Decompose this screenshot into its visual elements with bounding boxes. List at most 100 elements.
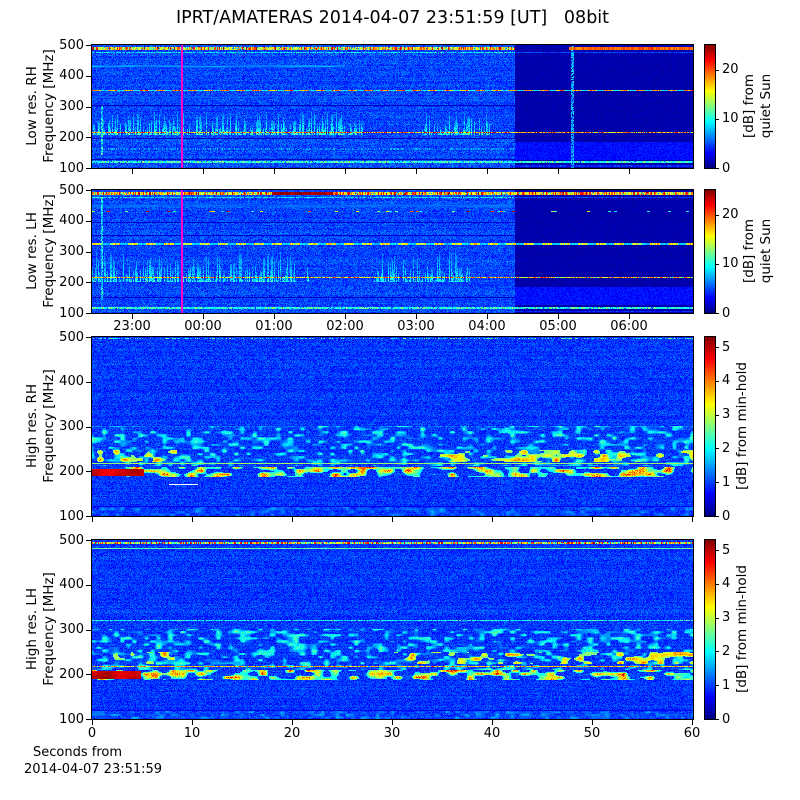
freq-tick-label: 200: [59, 274, 84, 290]
freq-tick-mark: [86, 251, 92, 253]
colorbar-tick-mark: [715, 414, 719, 416]
colorbar-tick-mark: [715, 168, 719, 169]
time-tick-label: 04:00: [468, 319, 506, 334]
colorbar-tick-label: 10: [722, 111, 739, 127]
colorbar-tick-label: 20: [722, 62, 739, 78]
seconds-tick-label: 10: [183, 726, 201, 741]
colorbar-tick-mark: [715, 719, 719, 720]
colorbar-tick-label: 4: [722, 576, 731, 592]
seconds-tick-label: 0: [87, 726, 97, 741]
time-tick-label: 01:00: [255, 319, 293, 334]
freq-tick-mark: [86, 629, 92, 631]
time-tick-label: 00:00: [184, 319, 222, 334]
freq-tick-mark: [86, 106, 92, 108]
freq-tick-mark: [86, 584, 92, 586]
colorbar-low-res-rh: [704, 44, 716, 169]
time-tick-mark: [132, 169, 134, 174]
time-tick-mark: [591, 720, 593, 725]
time-tick-mark: [192, 517, 194, 522]
time-tick-mark: [591, 517, 593, 522]
colorbar-high-res-lh: [704, 539, 716, 720]
colorbar-tick-label: 10: [722, 256, 739, 272]
time-tick-mark: [92, 720, 93, 725]
time-tick-mark: [92, 517, 93, 522]
colorbar-tick-label: 3: [722, 407, 731, 423]
colorbar-low-res-lh: [704, 189, 716, 314]
time-tick-mark: [203, 169, 204, 174]
freq-tick-label: 200: [59, 129, 84, 145]
time-tick-mark: [291, 517, 293, 522]
freq-tick-mark: [86, 190, 92, 191]
x-axis-title-line2: 2014-04-07 23:51:59: [24, 762, 163, 777]
freq-tick-mark: [86, 540, 92, 541]
colorbar-tick-label: 20: [722, 207, 739, 223]
freq-tick-label: 100: [59, 160, 84, 176]
time-tick-mark: [392, 517, 393, 522]
freq-tick-mark: [86, 75, 92, 77]
freq-tick-mark: [86, 471, 92, 473]
colorbar-tick-mark: [715, 617, 719, 619]
time-tick-mark: [492, 720, 494, 725]
colorbar-tick-label: 0: [722, 160, 731, 176]
colorbar-tick-mark: [715, 448, 719, 450]
freq-tick-label: 300: [59, 99, 84, 114]
freq-tick-mark: [86, 381, 92, 383]
time-tick-mark: [492, 517, 494, 522]
freq-tick-mark: [86, 168, 92, 169]
time-tick-label: 05:00: [539, 319, 577, 334]
freq-tick-mark: [86, 220, 92, 222]
freq-tick-mark: [86, 516, 92, 517]
colorbar-tick-label: 0: [722, 508, 731, 524]
time-tick-mark: [203, 314, 204, 319]
freq-tick-label: 200: [59, 463, 84, 479]
x-axis-title-line1: Seconds from: [33, 745, 123, 760]
spectrogram-low-res-lh-heatmap: [91, 189, 694, 314]
time-tick-mark: [692, 720, 693, 725]
seconds-tick-label: 30: [383, 726, 401, 741]
freq-tick-label: 100: [59, 508, 84, 524]
freq-tick-label: 500: [59, 182, 84, 198]
seconds-tick-label: 50: [583, 726, 601, 741]
time-tick-mark: [486, 314, 488, 319]
colorbar-tick-label: 0: [722, 711, 731, 727]
freq-tick-label: 400: [59, 577, 84, 593]
freq-tick-mark: [86, 282, 92, 284]
freq-tick-mark: [86, 674, 92, 676]
colorbar-tick-label: 1: [722, 474, 731, 490]
freq-tick-label: 300: [59, 244, 84, 259]
time-tick-mark: [629, 169, 630, 174]
colorbar-high-res-rh: [704, 336, 716, 517]
time-tick-mark: [273, 314, 275, 319]
colorbar-tick-mark: [715, 69, 719, 71]
freq-tick-mark: [86, 45, 92, 46]
colorbar-tick-mark: [715, 313, 719, 314]
freq-tick-label: 300: [59, 622, 84, 637]
freq-tick-mark: [86, 137, 92, 139]
freq-tick-label: 100: [59, 711, 84, 727]
time-tick-label: 02:00: [326, 319, 364, 334]
freq-tick-label: 500: [59, 37, 84, 53]
colorbar-tick-label: 5: [722, 542, 731, 558]
freq-tick-mark: [86, 719, 92, 720]
time-tick-mark: [416, 169, 417, 174]
time-tick-mark: [291, 720, 293, 725]
freq-tick-label: 500: [59, 329, 84, 345]
colorbar-tick-mark: [715, 685, 719, 687]
colorbar-tick-label: 2: [722, 440, 731, 456]
time-tick-label: 03:00: [397, 319, 435, 334]
freq-tick-label: 200: [59, 666, 84, 682]
time-tick-mark: [392, 720, 393, 725]
colorbar-tick-mark: [715, 651, 719, 653]
time-tick-mark: [273, 169, 275, 174]
colorbar-tick-mark: [715, 118, 719, 120]
freq-tick-label: 500: [59, 532, 84, 548]
time-tick-mark: [692, 517, 693, 522]
time-tick-mark: [345, 169, 347, 174]
time-tick-mark: [558, 314, 560, 319]
colorbar-tick-mark: [715, 550, 719, 552]
freq-tick-mark: [86, 337, 92, 338]
time-tick-mark: [132, 314, 134, 319]
time-tick-label: 23:00: [113, 319, 151, 334]
freq-tick-mark: [86, 426, 92, 428]
